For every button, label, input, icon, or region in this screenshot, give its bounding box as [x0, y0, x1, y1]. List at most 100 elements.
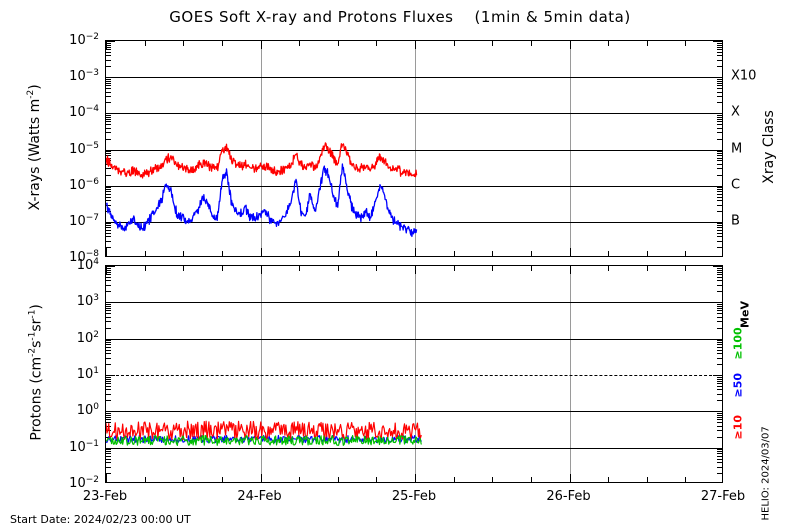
- y-minor-tick: [717, 344, 722, 346]
- y-minor-tick: [717, 453, 722, 455]
- x-tick: [337, 41, 339, 46]
- y-minor-tick: [106, 118, 111, 120]
- x-tick: [608, 477, 610, 482]
- y-minor-tick: [106, 302, 115, 304]
- y-minor-tick: [717, 247, 722, 249]
- y-minor-tick: [717, 151, 722, 153]
- y-minor-tick: [713, 375, 722, 376]
- y-minor-tick: [717, 46, 722, 48]
- y-minor-tick: [717, 271, 722, 273]
- x-tick: [260, 266, 262, 274]
- decade-gridline: [106, 302, 722, 304]
- y-minor-tick: [106, 414, 111, 416]
- y-minor-tick: [717, 82, 722, 84]
- y-minor-tick: [717, 462, 722, 464]
- y-tick-label: 10−1: [69, 438, 99, 455]
- x-tick: [144, 251, 146, 256]
- y-minor-tick: [717, 91, 722, 93]
- y-minor-tick: [717, 157, 722, 159]
- y-minor-tick: [717, 393, 722, 395]
- y-minor-tick: [717, 85, 722, 87]
- y-tick-label: 10−2: [69, 31, 99, 49]
- x-tick: [453, 266, 455, 271]
- x-tick: [608, 41, 610, 46]
- y-minor-tick: [106, 422, 111, 424]
- y-minor-tick: [106, 385, 111, 387]
- y-minor-tick: [717, 274, 722, 276]
- y-minor-tick: [717, 305, 722, 307]
- y-minor-tick: [106, 313, 111, 315]
- y-minor-tick: [717, 121, 722, 123]
- y-tick-label: 10−8: [69, 248, 99, 266]
- y-minor-tick: [717, 280, 722, 282]
- decade-gridline: [106, 411, 722, 413]
- y-minor-tick: [717, 422, 722, 424]
- x-tick: [299, 477, 301, 482]
- y-minor-tick: [717, 114, 722, 116]
- y-minor-tick: [106, 88, 111, 90]
- x-tick-label: 23-Feb: [82, 489, 128, 504]
- proton-energy-legend-3: ≥10: [731, 415, 745, 440]
- y-minor-tick: [106, 344, 111, 346]
- y-minor-tick: [717, 55, 722, 57]
- x-tick: [492, 41, 494, 46]
- y-minor-tick: [106, 393, 111, 395]
- y-minor-tick: [717, 316, 722, 318]
- y-minor-tick: [106, 204, 111, 206]
- y-minor-tick: [106, 305, 111, 307]
- x-tick: [106, 248, 107, 256]
- y-minor-tick: [717, 310, 722, 312]
- xray-trace-long-wavelength-xray: [106, 142, 418, 179]
- y-tick-label: 10−3: [69, 67, 99, 85]
- y-minor-tick: [717, 269, 722, 271]
- y-minor-tick: [106, 455, 111, 457]
- y-minor-tick: [717, 473, 722, 475]
- x-tick: [685, 41, 687, 46]
- y-minor-tick: [106, 375, 115, 376]
- y-minor-tick: [717, 193, 722, 195]
- x-tick: [530, 41, 532, 46]
- proton-energy-legend-2: ≥50: [731, 373, 745, 398]
- y-minor-tick: [106, 466, 111, 468]
- y-minor-tick: [106, 102, 111, 104]
- xray-y-axis-title-exp: -2: [25, 89, 36, 99]
- y-minor-tick: [717, 155, 722, 157]
- x-tick: [530, 266, 532, 271]
- y-minor-tick: [106, 196, 111, 198]
- x-tick: [685, 477, 687, 482]
- y-minor-tick: [106, 193, 111, 195]
- decade-gridline: [106, 113, 722, 115]
- y-minor-tick: [106, 149, 115, 151]
- y-minor-tick: [106, 412, 111, 414]
- day-gridline: [569, 41, 571, 256]
- y-minor-tick: [106, 49, 111, 51]
- y-minor-tick: [713, 338, 722, 340]
- y-minor-tick: [106, 82, 111, 84]
- y-minor-tick: [717, 342, 722, 344]
- y-minor-tick: [106, 291, 111, 293]
- y-tick-label: 103: [76, 293, 99, 310]
- y-minor-tick: [717, 132, 722, 134]
- x-tick: [415, 248, 416, 256]
- x-tick: [530, 251, 532, 256]
- y-minor-tick: [106, 240, 111, 242]
- x-tick: [106, 474, 107, 482]
- x-tick: [608, 266, 610, 271]
- y-tick-label: 10−6: [69, 176, 99, 193]
- y-minor-tick: [717, 327, 722, 329]
- y-minor-tick: [717, 236, 722, 238]
- y-minor-tick: [106, 419, 111, 421]
- x-tick-label: 25-Feb: [391, 489, 437, 504]
- y-minor-tick: [106, 274, 111, 276]
- y-tick-label: 10−5: [69, 140, 99, 157]
- x-tick: [646, 266, 648, 271]
- x-tick: [376, 477, 378, 482]
- y-minor-tick: [106, 353, 111, 355]
- y-minor-tick: [106, 411, 115, 413]
- x-tick: [608, 251, 610, 256]
- y-minor-tick: [106, 51, 111, 53]
- y-minor-tick: [106, 187, 111, 189]
- y-minor-tick: [717, 380, 722, 382]
- x-tick: [144, 266, 146, 271]
- day-gridline: [569, 266, 571, 482]
